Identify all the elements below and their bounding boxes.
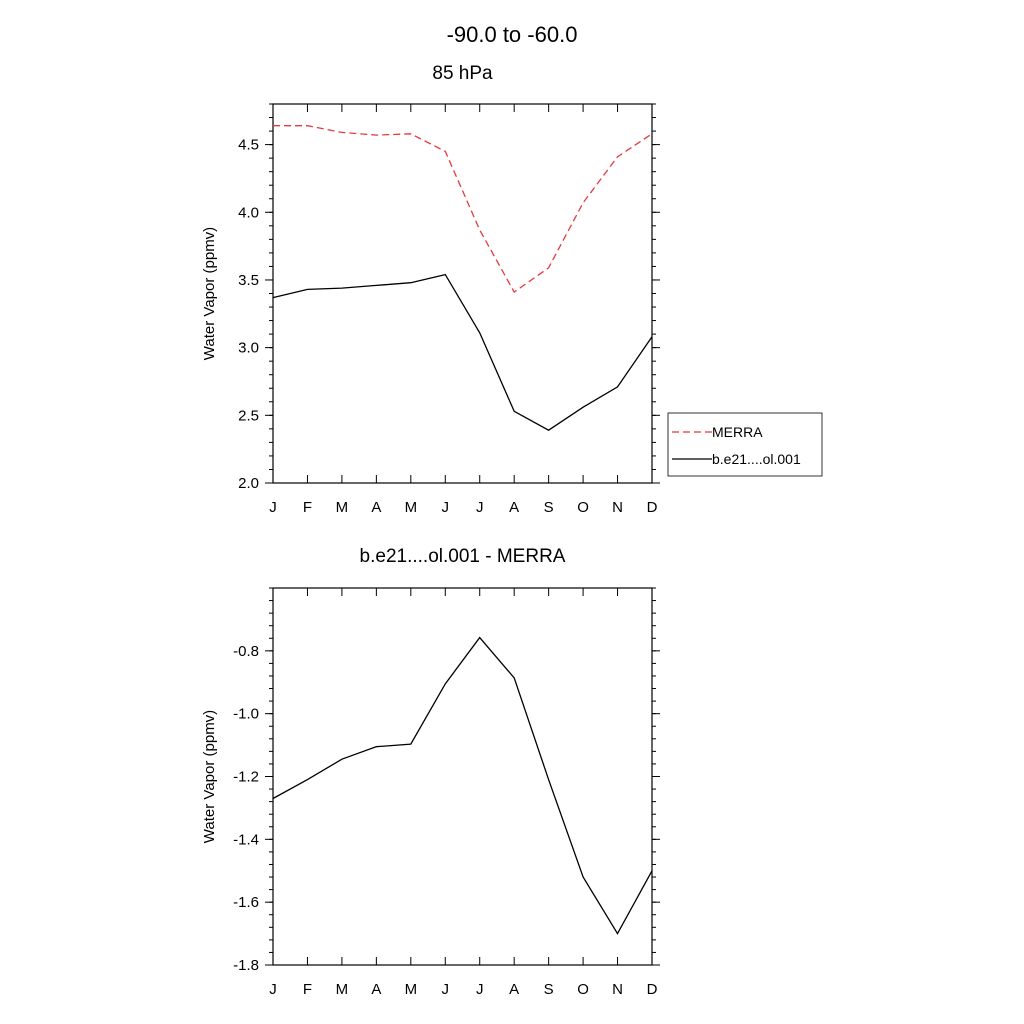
x-tick-label: A (371, 981, 381, 998)
plot-frame (272, 103, 653, 484)
panel-title: 85 hPa (432, 63, 493, 84)
legend-label-1: b.e21....ol.001 (712, 451, 801, 467)
x-tick-label: A (509, 981, 519, 998)
y-tick-label: -1.0 (233, 706, 259, 723)
legend-label-0: MERRA (712, 424, 763, 440)
panel-top: 85 hPa J F M A M J J A S O N D 2.0 2.5 3.0 3.5 4.0 4.5 Wate… (201, 63, 823, 516)
x-tick-label: N (612, 981, 623, 998)
x-tick-label: J (442, 499, 450, 516)
x-tick-label: J (476, 499, 484, 516)
x-tick-label: A (371, 499, 381, 516)
x-tick-label: D (647, 499, 658, 516)
x-tick-label: S (544, 499, 554, 516)
x-tick-label: J (269, 981, 277, 998)
y-tick-label: -1.6 (233, 894, 259, 911)
panel-title: b.e21....ol.001 - MERRA (360, 546, 566, 567)
x-tick-label: J (269, 499, 277, 516)
x-tick-label: D (647, 981, 658, 998)
plot-frame (272, 587, 653, 966)
x-tick-label: F (303, 981, 312, 998)
x-tick-label: O (577, 499, 589, 516)
x-tick-label: J (476, 981, 484, 998)
figure-title: -90.0 to -60.0 (447, 22, 578, 47)
y-tick-label: -0.8 (233, 643, 259, 660)
series-line-1 (272, 273, 653, 431)
x-tick-label: F (303, 499, 312, 516)
y-tick-label: -1.8 (233, 957, 259, 974)
legend-box (667, 412, 823, 477)
x-tick-label: M (405, 981, 418, 998)
y-axis-label: Water Vapor (ppmv) (201, 710, 218, 843)
x-tick-label: S (544, 981, 554, 998)
y-tick-label: 2.5 (238, 407, 259, 424)
y-tick-label: 3.5 (238, 272, 259, 289)
series-line-0 (273, 125, 653, 294)
x-tick-label: J (442, 981, 450, 998)
y-tick-label: 4.0 (238, 204, 259, 221)
panel-bottom: b.e21....ol.001 - MERRA J F M A M J J A S O N D -1.8 -… (201, 546, 660, 998)
y-axis-label: Water Vapor (ppmv) (201, 227, 218, 360)
x-tick-label: M (405, 499, 418, 516)
x-tick-label: A (509, 499, 519, 516)
x-tick-label: N (612, 499, 623, 516)
y-tick-label: 3.0 (238, 340, 259, 357)
series-line-0 (272, 636, 653, 935)
y-tick-label: 2.0 (238, 475, 259, 492)
y-tick-label: -1.2 (233, 769, 259, 786)
x-tick-label: M (336, 981, 349, 998)
x-tick-label: O (577, 981, 589, 998)
y-tick-label: 4.5 (238, 137, 259, 154)
x-tick-label: M (336, 499, 349, 516)
y-tick-label: -1.4 (233, 831, 259, 848)
